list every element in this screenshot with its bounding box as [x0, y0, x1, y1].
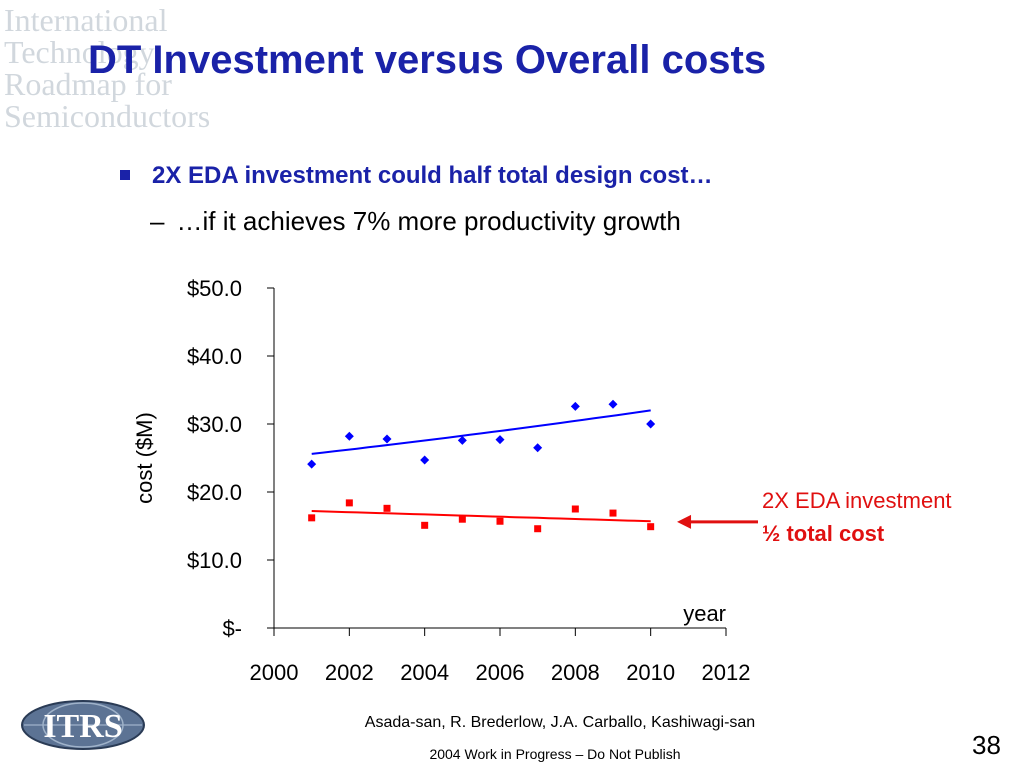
x-tick-label: 2008 — [551, 660, 600, 685]
slide-title: DT Investment versus Overall costs — [88, 38, 767, 82]
data-point-square — [308, 514, 316, 522]
chart-axes: $- $10.0 $20.0 $30.0 $40.0 $50.0 2000 2002 2004 2… — [132, 276, 750, 685]
footer-note: 2004 Work in Progress – Do Not Publish — [429, 746, 681, 762]
bullet-square-icon — [120, 170, 130, 180]
itrs-logo: ITRS — [21, 700, 145, 750]
data-point-diamond — [344, 431, 354, 441]
x-tick-label: 2012 — [702, 660, 751, 685]
watermark-line: International — [4, 2, 168, 38]
data-point-square — [345, 499, 353, 507]
y-tick-label: $- — [222, 616, 242, 641]
data-point-diamond — [533, 443, 543, 453]
trendline-series-1 — [311, 409, 651, 455]
x-tick-label: 2004 — [400, 660, 449, 685]
data-point-diamond — [495, 435, 505, 445]
data-point-square — [571, 505, 579, 513]
watermark-line: Technology — [4, 34, 155, 70]
data-point-square — [383, 504, 391, 512]
data-point-square — [458, 515, 466, 523]
y-tick-label: $20.0 — [187, 480, 242, 505]
x-axis-label: year — [683, 601, 726, 626]
data-point-diamond — [382, 434, 392, 444]
data-point-square — [496, 517, 504, 525]
annotation-line1: 2X EDA investment — [762, 488, 952, 513]
sub-bullet: – …if it achieves 7% more productivity gr… — [150, 206, 681, 237]
data-point-diamond — [608, 399, 618, 409]
data-point-square — [534, 525, 542, 533]
trendline-series-2 — [311, 510, 651, 523]
sub-bullet-dash: – — [150, 206, 165, 236]
data-point-square — [421, 521, 429, 529]
data-point-diamond — [457, 435, 467, 445]
chart-trendlines — [311, 409, 651, 523]
y-tick-label: $30.0 — [187, 412, 242, 437]
sub-bullet-text: …if it achieves 7% more productivity gro… — [176, 206, 681, 236]
chart-points — [307, 399, 656, 533]
data-point-square — [609, 509, 617, 517]
data-point-diamond — [307, 459, 317, 469]
y-tick-label: $40.0 — [187, 344, 242, 369]
itrs-watermark: International Technology Roadmap for Sem… — [0, 0, 330, 200]
chart-annotation — [677, 514, 758, 529]
watermark-line: Semiconductors — [4, 98, 211, 134]
logo-text: ITRS — [43, 708, 122, 745]
x-tick-label: 2006 — [476, 660, 525, 685]
main-bullet: 2X EDA investment could half total desig… — [152, 162, 713, 189]
data-point-diamond — [570, 401, 580, 411]
page-number: 38 — [972, 730, 1001, 760]
data-point-diamond — [646, 419, 656, 429]
annotation-line2: ½ total cost — [762, 521, 885, 546]
y-tick-label: $50.0 — [187, 276, 242, 301]
footer-authors: Asada-san, R. Brederlow, J.A. Carballo, … — [364, 714, 756, 731]
y-tick-label: $10.0 — [187, 548, 242, 573]
x-tick-label: 2002 — [325, 660, 374, 685]
annotation-arrowhead-icon — [677, 514, 692, 529]
data-point-diamond — [420, 455, 430, 465]
x-tick-label: 2010 — [626, 660, 675, 685]
y-axis-label: cost ($M) — [132, 412, 157, 504]
x-tick-label: 2000 — [250, 660, 299, 685]
watermark-line: Roadmap for — [4, 66, 172, 102]
data-point-square — [647, 523, 655, 531]
